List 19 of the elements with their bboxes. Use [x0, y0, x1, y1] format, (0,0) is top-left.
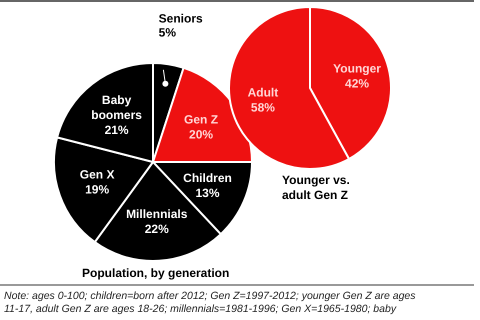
slice-label: Millennials: [126, 206, 188, 221]
slice-label: Baby boomers: [91, 93, 142, 122]
slice-label: Adult: [248, 86, 278, 100]
data-label: 13%: [196, 186, 220, 200]
slice-label: Children: [183, 171, 232, 186]
text: Younger vs. adult Gen Z: [282, 173, 350, 202]
slice-label: Gen X: [80, 168, 114, 182]
data-label: 58%: [250, 100, 276, 115]
data-label: 5%: [158, 25, 176, 40]
data-label: 21%: [104, 123, 129, 138]
data-label: 42%: [345, 76, 370, 90]
slice-label: Seniors: [158, 11, 204, 26]
data-label: 19%: [85, 182, 110, 197]
slice-label: Gen Z: [184, 112, 218, 127]
data-label: 20%: [189, 128, 214, 142]
text: Population, by generation: [82, 266, 230, 280]
data-label: 22%: [144, 222, 170, 236]
slice-label: Younger: [333, 61, 382, 76]
text: Note: ages 0-100; children=born after 2012; Gen Z=1997-2012; younger Gen Z are ages 11-17, adult Gen Z are ages 18-26; millennials=1981-1996; Gen X=1965-1980; baby: [4, 290, 416, 315]
